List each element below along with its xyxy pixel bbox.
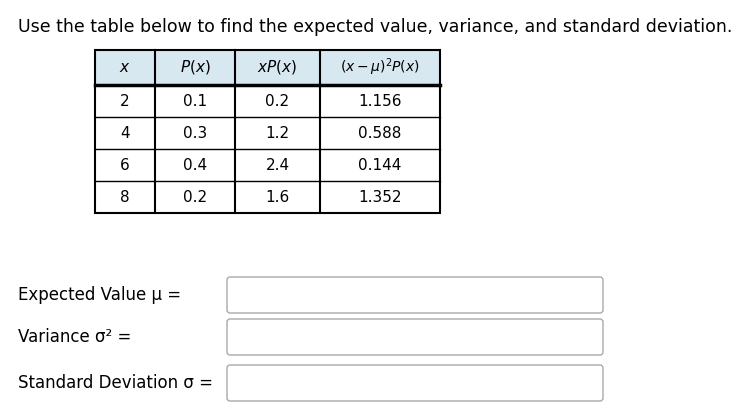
Text: 0.2: 0.2 [266, 94, 290, 109]
Text: 1.156: 1.156 [358, 94, 402, 109]
Bar [95, 50, 440, 213]
Text: 0.3: 0.3 [183, 125, 207, 140]
Text: Expected Value μ =: Expected Value μ = [18, 286, 182, 304]
Bar [95, 50, 440, 85]
Text: $(x-\mu)^2P(x)$: $(x-\mu)^2P(x)$ [340, 57, 420, 78]
Text: Standard Deviation σ =: Standard Deviation σ = [18, 374, 213, 392]
Text: 0.1: 0.1 [183, 94, 207, 109]
FancyBboxPatch shape [227, 277, 603, 313]
FancyBboxPatch shape [227, 319, 603, 355]
Text: Variance σ² =: Variance σ² = [18, 328, 131, 346]
Text: 1.2: 1.2 [266, 125, 290, 140]
Text: 2.4: 2.4 [266, 158, 290, 173]
Text: 8: 8 [120, 189, 130, 204]
Text: $xP(x)$: $xP(x)$ [257, 59, 298, 76]
Text: 6: 6 [120, 158, 130, 173]
Text: 1.352: 1.352 [358, 189, 402, 204]
Text: 0.4: 0.4 [183, 158, 207, 173]
Text: $x$: $x$ [119, 60, 130, 75]
Text: 4: 4 [120, 125, 130, 140]
Text: $P(x)$: $P(x)$ [180, 59, 210, 76]
Text: 1.6: 1.6 [266, 189, 290, 204]
Text: 0.2: 0.2 [183, 189, 207, 204]
Text: Use the table below to find the expected value, variance, and standard deviation: Use the table below to find the expected… [18, 18, 732, 36]
Text: 0.144: 0.144 [358, 158, 402, 173]
Text: 0.588: 0.588 [358, 125, 402, 140]
FancyBboxPatch shape [227, 365, 603, 401]
Text: 2: 2 [120, 94, 130, 109]
